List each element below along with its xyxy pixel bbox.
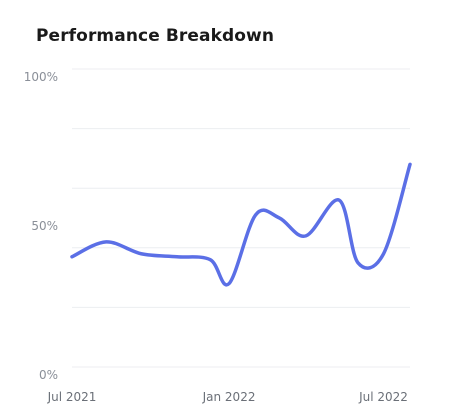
series-line bbox=[70, 162, 412, 287]
data-point bbox=[304, 234, 308, 238]
data-point bbox=[356, 261, 360, 265]
data-point bbox=[104, 240, 108, 244]
data-point bbox=[408, 162, 412, 166]
x-tick-label: Jul 2022 bbox=[358, 390, 408, 404]
series-layer bbox=[70, 162, 412, 287]
data-point bbox=[208, 258, 212, 262]
data-point bbox=[337, 198, 341, 202]
grid-lines bbox=[72, 68, 410, 368]
data-point bbox=[254, 213, 258, 217]
data-point bbox=[227, 282, 231, 286]
y-tick-label: 50% bbox=[31, 219, 58, 233]
data-point bbox=[175, 255, 179, 259]
x-tick-label: Jul 2021 bbox=[47, 390, 97, 404]
chart-title: Performance Breakdown bbox=[36, 26, 275, 46]
x-axis-ticks: Jul 2021 Jan 2022 Jul 2022 bbox=[47, 390, 408, 404]
y-axis-ticks: 0% 50% 100% bbox=[24, 70, 58, 382]
data-point bbox=[139, 252, 143, 256]
data-point bbox=[277, 216, 281, 220]
x-tick-label: Jan 2022 bbox=[202, 390, 256, 404]
data-point bbox=[70, 255, 74, 259]
data-point bbox=[382, 252, 386, 256]
y-tick-label: 100% bbox=[24, 70, 58, 84]
y-tick-label: 0% bbox=[39, 368, 58, 382]
